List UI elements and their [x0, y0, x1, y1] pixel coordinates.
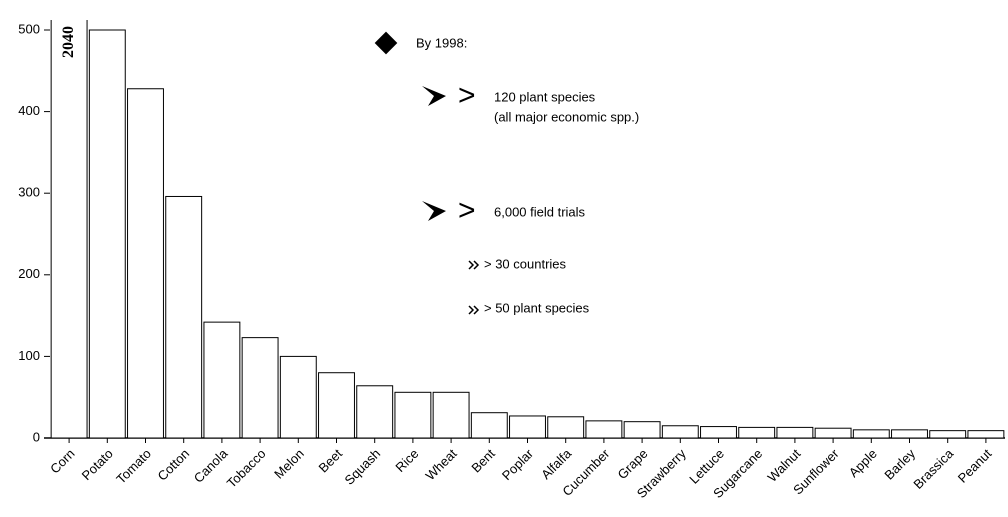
chevron-icon — [468, 260, 480, 270]
bar — [432, 391, 470, 439]
bar — [127, 88, 164, 439]
bar — [776, 426, 814, 439]
arrow-icon — [422, 201, 446, 221]
x-tick-label: Wheat — [422, 446, 459, 483]
x-tick-label: Grape — [614, 446, 650, 482]
y-tick-label: 300 — [18, 185, 40, 200]
x-tick-label: Poplar — [499, 445, 537, 483]
annotation: > — [458, 79, 476, 112]
bar — [394, 391, 432, 439]
annotation: By 1998: — [416, 35, 467, 50]
bar — [165, 195, 203, 439]
annotation: (all major economic spp.) — [494, 109, 639, 124]
bar — [318, 372, 355, 439]
x-tick-label: Brassica — [910, 445, 956, 491]
x-tick-label: Beet — [316, 446, 346, 476]
arrow-icon — [422, 86, 446, 106]
x-tick-label: Apple — [846, 446, 880, 480]
x-tick-label: Cotton — [155, 446, 193, 484]
x-tick-label: Tobacco — [224, 446, 269, 491]
x-tick-label: Squash — [341, 446, 383, 488]
bar — [241, 337, 279, 439]
annotation: > 50 plant species — [484, 300, 590, 315]
bar — [585, 420, 623, 439]
bar — [203, 321, 241, 439]
y-tick-label: 0 — [33, 429, 40, 444]
bar — [279, 355, 317, 439]
bar — [738, 426, 776, 439]
annotation-icons — [374, 31, 480, 315]
annotation: > — [458, 194, 476, 227]
y-tick-label: 200 — [18, 266, 40, 281]
chevron-icon — [468, 305, 480, 315]
bar — [929, 430, 967, 439]
y-tick-label: 100 — [18, 348, 40, 363]
bar — [509, 415, 546, 439]
bar — [661, 425, 699, 439]
bar — [356, 385, 394, 439]
annotation: 6,000 field trials — [494, 204, 586, 219]
bar — [623, 421, 661, 439]
bar — [547, 416, 585, 439]
x-tick-label: Corn — [47, 446, 78, 477]
y-tick-label: 500 — [18, 21, 40, 36]
bar — [700, 426, 737, 439]
x-tick-label: Rice — [392, 446, 421, 475]
annotation: > 30 countries — [484, 256, 567, 271]
diamond-icon — [374, 31, 398, 55]
bar — [814, 427, 852, 439]
x-tick-label: Melon — [271, 446, 307, 482]
bar — [967, 430, 1005, 439]
x-tick-label: Barley — [881, 446, 918, 483]
bars — [50, 20, 1005, 439]
value-label: 2040 — [60, 26, 77, 58]
y-tick-label: 400 — [18, 103, 40, 118]
x-tick-label: Potato — [79, 446, 116, 483]
x-tick-label: Bent — [468, 446, 498, 476]
bar — [891, 429, 928, 439]
x-tick-label: Peanut — [955, 446, 995, 486]
bar — [88, 29, 126, 439]
bar — [470, 412, 508, 439]
annotation: 120 plant species — [494, 89, 596, 104]
x-tick-label: Tomato — [113, 446, 154, 487]
bar — [852, 429, 890, 439]
bar — [50, 20, 88, 439]
x-tick-label: Alfalfa — [538, 445, 575, 482]
